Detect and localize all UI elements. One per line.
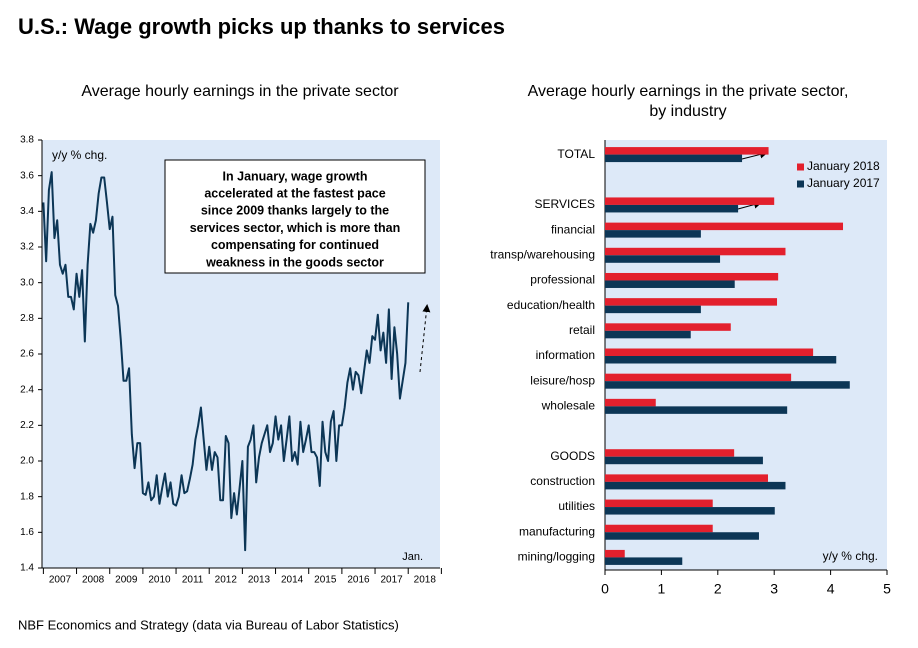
bar	[605, 197, 775, 205]
bar	[605, 474, 768, 482]
bar	[605, 481, 786, 490]
y-tick-label: SERVICES	[535, 197, 595, 211]
bar	[605, 222, 844, 231]
y-tick-label: professional	[530, 273, 595, 287]
y-tick-label: financial	[551, 222, 595, 236]
trend-arrow	[419, 304, 431, 373]
x-tick-label: 2014	[281, 575, 304, 586]
y-tick-label: 3.0	[20, 277, 34, 288]
y-tick-label: mining/logging	[518, 550, 595, 564]
x-tick-label: 2018	[414, 575, 437, 586]
y-tick-label: 3.2	[20, 242, 34, 253]
annotation: In January, wage growth	[223, 169, 368, 183]
chart-title: Average hourly earnings in the private s…	[528, 83, 849, 100]
y-tick-label: 2.0	[20, 456, 34, 467]
bar	[605, 280, 735, 288]
source: NBF Economics and Strategy (data via Bur…	[18, 617, 399, 632]
annotation: services sector, which is more than	[190, 221, 401, 235]
x-tick-label: 2016	[347, 575, 370, 586]
y-tick-label: education/health	[507, 298, 595, 312]
x-tick-label: 2010	[148, 575, 171, 586]
y-tick-label: 3.6	[20, 170, 34, 181]
x-tick-label: 2	[714, 581, 722, 597]
y-tick-label: 2.6	[20, 349, 34, 360]
chart-subtitle: by industry	[649, 103, 726, 120]
x-tick-label: 2009	[115, 575, 138, 586]
bar	[605, 557, 683, 565]
bar	[605, 456, 763, 465]
axis-label: y/y % chg.	[823, 549, 878, 563]
y-tick-label: 3.4	[20, 206, 34, 217]
y-tick-label: 2.4	[20, 384, 34, 395]
y-tick-label: manufacturing	[519, 524, 595, 538]
bar	[605, 499, 713, 508]
x-tick-label: 2015	[314, 575, 337, 586]
y-tick-label: construction	[530, 474, 595, 488]
y-tick-label: 2.8	[20, 313, 34, 324]
bar	[605, 348, 814, 356]
x-tick-label: 1	[658, 581, 666, 597]
x-tick-label: 5	[883, 581, 891, 597]
bar	[605, 406, 788, 414]
annotation-box	[164, 159, 426, 274]
bar	[605, 255, 721, 263]
x-tick-label: 2012	[215, 575, 238, 586]
y-tick-label: utilities	[558, 499, 595, 513]
legend-swatch	[797, 180, 804, 188]
y-tick-label: TOTAL	[557, 147, 595, 161]
y-tick-label: GOODS	[550, 449, 595, 463]
annotation: compensating for continued	[211, 238, 379, 252]
y-tick-label: 1.4	[20, 563, 34, 574]
data-line	[42, 171, 410, 552]
bar	[605, 356, 837, 364]
bar	[605, 230, 701, 238]
bar	[605, 532, 759, 540]
bar	[605, 147, 769, 155]
y-tick-label: 1.8	[20, 491, 34, 502]
bar	[605, 449, 735, 457]
x-tick-label: 3	[770, 581, 778, 597]
bar	[605, 524, 713, 533]
x-tick-label: 2007	[49, 575, 72, 586]
annotation: weakness in the goods sector	[205, 255, 384, 269]
bar	[605, 330, 691, 339]
y-tick-label: 2.2	[20, 420, 34, 431]
y-tick-label: 1.6	[20, 527, 34, 538]
bar	[605, 323, 731, 331]
x-tick-label: 2017	[381, 575, 404, 586]
bar	[605, 381, 850, 389]
chart-title: Average hourly earnings in the private s…	[81, 83, 399, 100]
bar	[605, 204, 739, 213]
legend-label: January 2018	[807, 159, 880, 173]
y-tick-label: 3.8	[20, 135, 34, 146]
annotation: accelerated at the fastest pace	[204, 186, 385, 200]
annotation: since 2009 thanks largely to the	[201, 204, 389, 218]
x-tick-label: 2011	[182, 575, 204, 586]
legend-swatch	[797, 163, 804, 171]
end-label: Jan.	[402, 551, 423, 563]
bar	[605, 507, 775, 515]
bar	[605, 305, 701, 314]
axis-label: y/y % chg.	[52, 148, 107, 162]
bar	[605, 373, 792, 382]
bar	[605, 298, 778, 306]
y-tick-label: information	[536, 348, 595, 362]
bar	[605, 154, 743, 163]
bar	[605, 272, 779, 281]
bar	[605, 549, 625, 558]
y-tick-label: retail	[569, 323, 595, 337]
y-tick-label: wholesale	[541, 399, 596, 413]
bar	[605, 247, 786, 256]
x-tick-label: 4	[827, 581, 835, 597]
y-tick-label: transp/warehousing	[490, 247, 595, 261]
y-tick-label: leisure/hosp	[530, 373, 595, 387]
bar	[605, 398, 656, 407]
x-tick-label: 0	[601, 581, 609, 597]
x-tick-label: 2013	[248, 575, 271, 586]
page-title: U.S.: Wage growth picks up thanks to ser…	[18, 14, 505, 39]
x-tick-label: 2008	[82, 575, 105, 586]
legend-label: January 2017	[807, 176, 880, 190]
